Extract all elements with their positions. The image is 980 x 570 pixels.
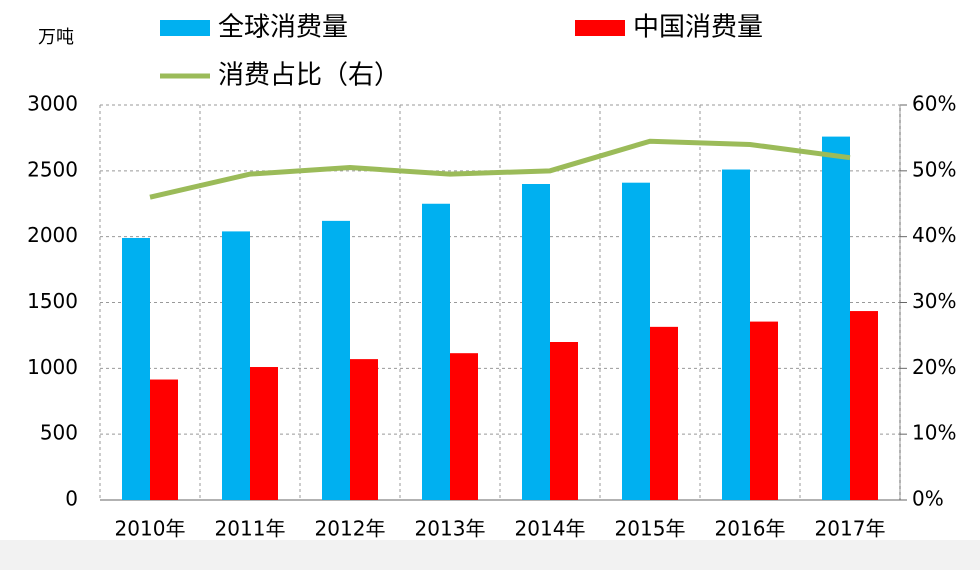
- bar: [322, 220, 350, 500]
- bar: [250, 367, 278, 500]
- legend-swatch: [575, 20, 625, 36]
- y2-tick-label: 10%: [912, 421, 956, 445]
- legend-label: 消费占比（右）: [218, 61, 400, 91]
- y2-tick-label: 30%: [912, 289, 956, 313]
- legend-label: 全球消费量: [218, 13, 348, 43]
- bar: [122, 237, 150, 500]
- bar: [650, 326, 678, 500]
- bar: [750, 321, 778, 500]
- y-tick-label: 0: [65, 487, 78, 511]
- y-tick-label: 1000: [27, 355, 78, 379]
- bar: [722, 169, 750, 500]
- legend-label: 中国消费量: [633, 13, 763, 43]
- bar: [550, 342, 578, 500]
- bar: [522, 184, 550, 500]
- x-tick-label: 2011年: [215, 517, 286, 541]
- x-tick-label: 2012年: [315, 517, 386, 541]
- x-tick-label: 2014年: [515, 517, 586, 541]
- bar: [422, 203, 450, 500]
- y-tick-label: 3000: [27, 92, 78, 116]
- bar: [450, 353, 478, 500]
- x-tick-label: 2010年: [115, 517, 186, 541]
- bar: [850, 311, 878, 500]
- y-tick-label: 500: [40, 421, 78, 445]
- y-tick-label: 2500: [27, 157, 78, 181]
- bar: [350, 359, 378, 500]
- x-tick-label: 2017年: [815, 517, 886, 541]
- bar: [822, 136, 850, 500]
- y-tick-label: 2000: [27, 223, 78, 247]
- bar: [622, 182, 650, 500]
- footer-band: [0, 540, 980, 570]
- y2-tick-label: 40%: [912, 223, 956, 247]
- bar: [222, 231, 250, 500]
- y2-tick-label: 60%: [912, 92, 956, 116]
- y-tick-label: 1500: [27, 289, 78, 313]
- y2-tick-label: 50%: [912, 157, 956, 181]
- legend-swatch: [160, 20, 210, 36]
- y2-tick-label: 20%: [912, 355, 956, 379]
- y2-tick-label: 0%: [912, 487, 944, 511]
- x-tick-label: 2013年: [415, 517, 486, 541]
- share-line: [149, 138, 851, 200]
- bar: [150, 379, 178, 500]
- x-tick-label: 2015年: [615, 517, 686, 541]
- x-tick-label: 2016年: [715, 517, 786, 541]
- unit-label: 万吨: [38, 27, 74, 48]
